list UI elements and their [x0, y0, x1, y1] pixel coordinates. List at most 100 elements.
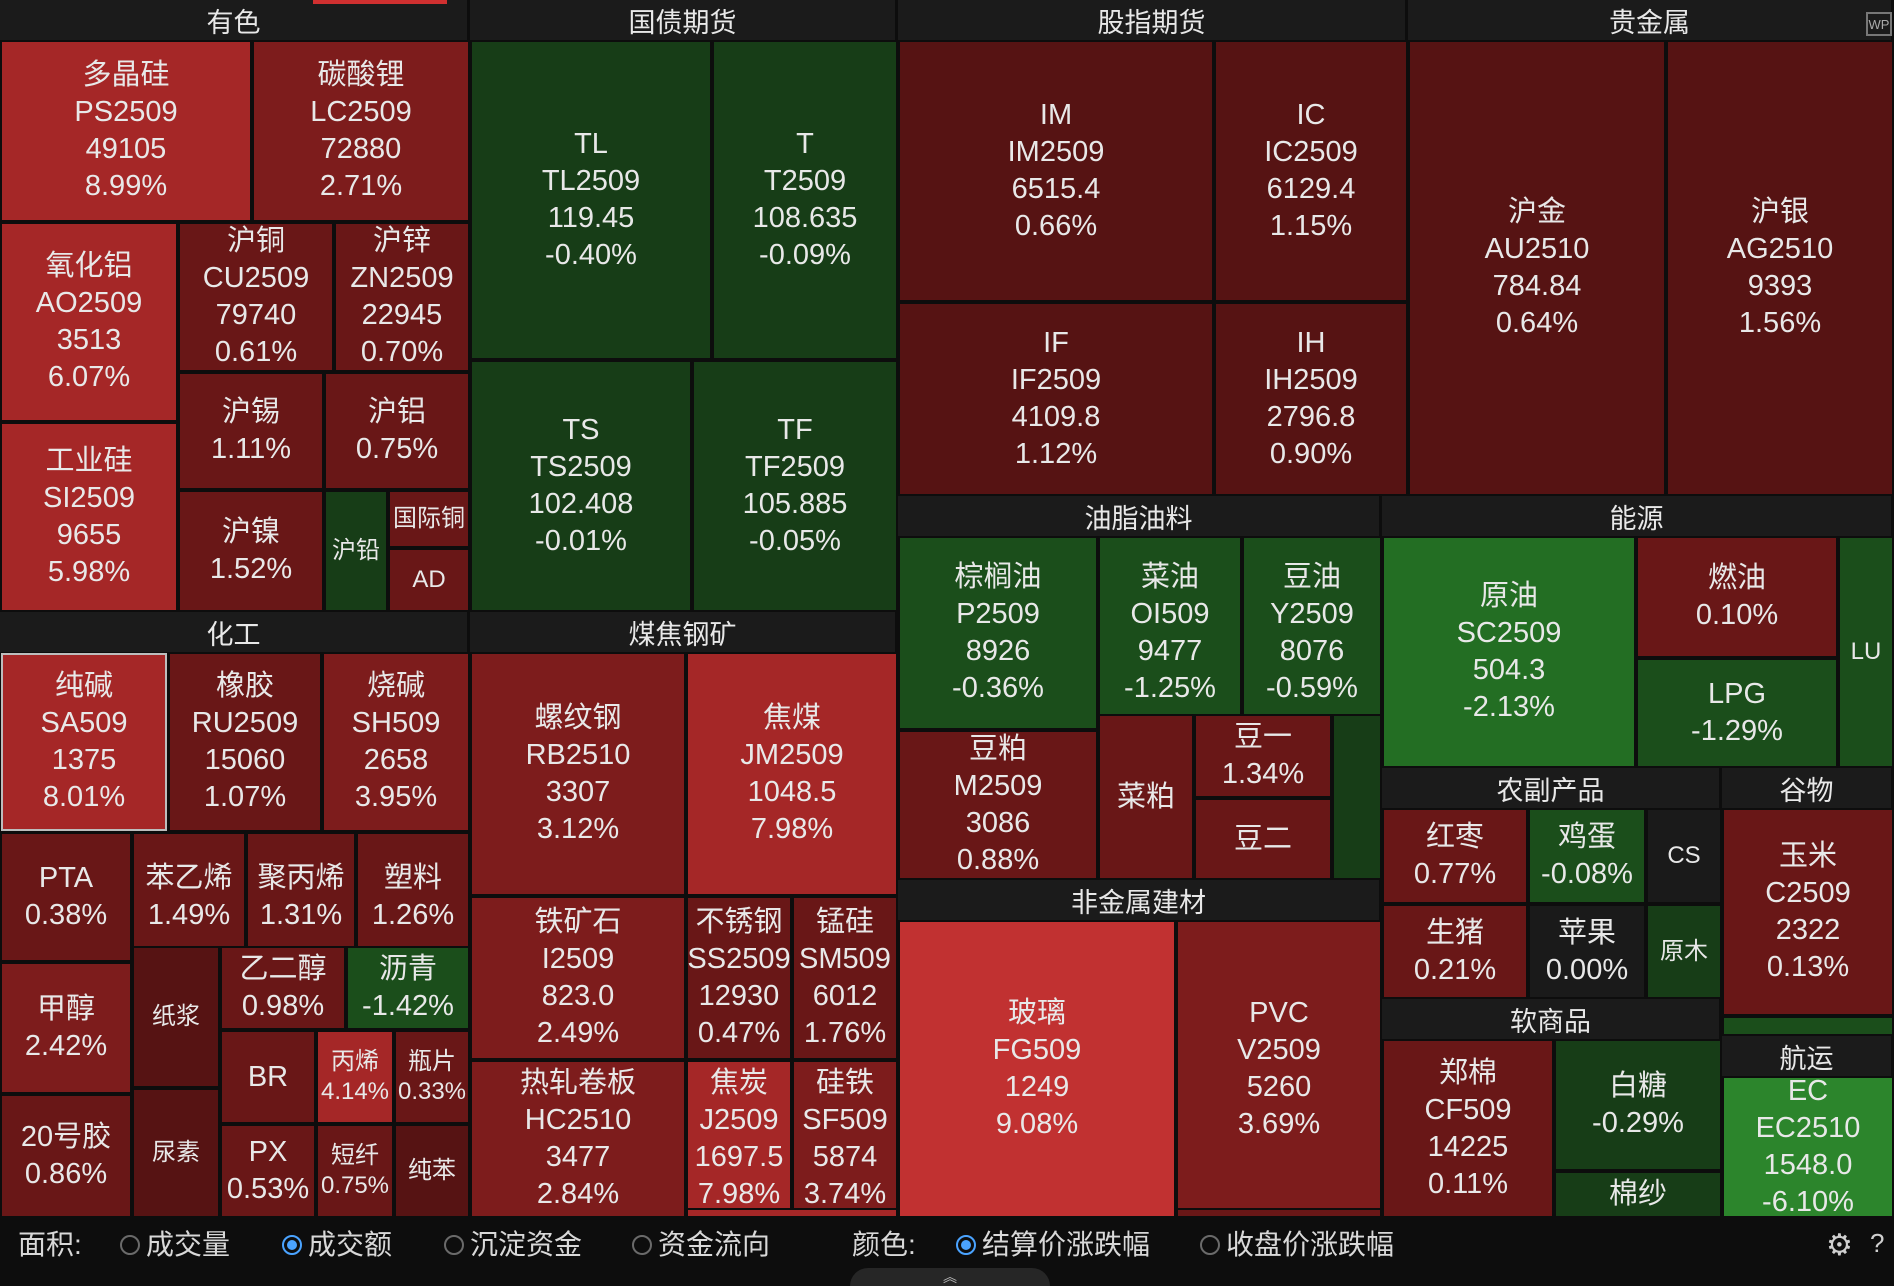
- contract-tile[interactable]: 纸浆: [132, 946, 220, 1088]
- contract-tile[interactable]: 国际铜: [388, 490, 470, 548]
- contract-tile[interactable]: IC IC2509 6129.4 1.15%: [1214, 40, 1408, 302]
- contract-tile[interactable]: 沪银 AG2510 9393 1.56%: [1666, 40, 1894, 496]
- contract-tile[interactable]: 烧碱 SH509 2658 3.95%: [322, 652, 470, 832]
- contract-tile[interactable]: 热轧卷板 HC2510 3477 2.84%: [470, 1060, 686, 1218]
- contract-tile[interactable]: 沪锌 ZN2509 22945 0.70%: [334, 222, 470, 372]
- contract-tile[interactable]: 不锈钢 SS2509 12930 0.47%: [686, 896, 792, 1060]
- contract-tile[interactable]: 短纤 0.75%: [316, 1124, 394, 1218]
- contract-tile[interactable]: 碳酸锂 LC2509 72880 2.71%: [252, 40, 470, 222]
- color-option-close[interactable]: 收盘价涨跌幅: [1200, 1226, 1394, 1264]
- contract-tile[interactable]: BR: [220, 1030, 316, 1124]
- contract-tile[interactable]: CS: [1646, 808, 1722, 904]
- small-tile[interactable]: [1176, 1208, 1382, 1218]
- contract-tile[interactable]: 沪铜 CU2509 79740 0.61%: [178, 222, 334, 372]
- contract-tile[interactable]: 玉米 C2509 2322 0.13%: [1722, 808, 1894, 1016]
- sector-header[interactable]: 国债期货: [470, 0, 898, 40]
- contract-tile[interactable]: 纯碱 SA509 1375 8.01%: [0, 652, 168, 832]
- sector-header[interactable]: 煤焦钢矿: [470, 612, 898, 652]
- contract-tile[interactable]: 多晶硅 PS2509 49105 8.99%: [0, 40, 252, 222]
- sector-header[interactable]: 油脂油料: [898, 496, 1382, 536]
- contract-tile[interactable]: 锰硅 SM509 6012 1.76%: [792, 896, 898, 1060]
- contract-tile[interactable]: AD: [388, 548, 470, 612]
- contract-tile[interactable]: IH IH2509 2796.8 0.90%: [1214, 302, 1408, 496]
- sector-header[interactable]: 化工: [0, 612, 470, 652]
- contract-tile[interactable]: 豆一 1.34%: [1194, 714, 1332, 798]
- contract-tile[interactable]: 氧化铝 AO2509 3513 6.07%: [0, 222, 178, 422]
- sector-header[interactable]: 股指期货: [898, 0, 1408, 40]
- contract-tile[interactable]: 焦煤 JM2509 1048.5 7.98%: [686, 652, 898, 896]
- contract-tile[interactable]: 硅铁 SF509 5874 3.74%: [792, 1060, 898, 1218]
- contract-tile[interactable]: 沥青 -1.42%: [346, 946, 470, 1030]
- contract-tile[interactable]: 燃油 0.10%: [1636, 536, 1838, 658]
- contract-tile[interactable]: LPG -1.29%: [1636, 658, 1838, 768]
- contract-tile[interactable]: IF IF2509 4109.8 1.12%: [898, 302, 1214, 496]
- contract-tile[interactable]: TL TL2509 119.45 -0.40%: [470, 40, 712, 360]
- contract-tile[interactable]: 甲醇 2.42%: [0, 962, 132, 1094]
- contract-tile[interactable]: 棉纱: [1554, 1171, 1722, 1218]
- contract-tile[interactable]: 玻璃 FG509 1249 9.08%: [898, 920, 1176, 1218]
- wp-icon[interactable]: WP: [1866, 12, 1892, 36]
- contract-tile[interactable]: 棕榈油 P2509 8926 -0.36%: [898, 536, 1098, 730]
- contract-tile[interactable]: 聚丙烯 1.31%: [246, 832, 356, 962]
- contract-tile[interactable]: EC EC2510 1548.0 -6.10%: [1722, 1076, 1894, 1218]
- contract-tile[interactable]: TS TS2509 102.408 -0.01%: [470, 360, 692, 612]
- contract-tile[interactable]: 纯苯: [394, 1124, 470, 1218]
- contract-tile[interactable]: 菜油 OI509 9477 -1.25%: [1098, 536, 1242, 730]
- contract-tile[interactable]: TF TF2509 105.885 -0.05%: [692, 360, 898, 612]
- area-option-turnover[interactable]: 成交额: [282, 1226, 392, 1264]
- contract-tile[interactable]: 沪镍 1.52%: [178, 490, 324, 612]
- contract-tile[interactable]: 沪铝 0.75%: [324, 372, 470, 490]
- contract-tile[interactable]: 乙二醇 0.98%: [220, 946, 346, 1030]
- contract-tile[interactable]: 螺纹钢 RB2510 3307 3.12%: [470, 652, 686, 896]
- contract-tile[interactable]: 生猪 0.21%: [1382, 904, 1528, 999]
- contract-tile[interactable]: 焦炭 J2509 1697.5 7.98%: [686, 1060, 792, 1218]
- contract-tile[interactable]: 苹果 0.00%: [1528, 904, 1646, 999]
- contract-tile[interactable]: 白糖 -0.29%: [1554, 1039, 1722, 1171]
- sector-header[interactable]: 软商品: [1382, 999, 1722, 1039]
- contract-tile[interactable]: PX 0.53%: [220, 1124, 316, 1218]
- contract-tile[interactable]: 豆粕 M2509 3086 0.88%: [898, 730, 1098, 880]
- contract-tile[interactable]: 沪锡 1.11%: [178, 372, 324, 490]
- contract-tile[interactable]: 工业硅 SI2509 9655 5.98%: [0, 422, 178, 612]
- contract-tile[interactable]: T T2509 108.635 -0.09%: [712, 40, 898, 360]
- contract-tile[interactable]: 沪铅: [324, 490, 388, 612]
- area-option-capital-flow[interactable]: 资金流向: [632, 1226, 770, 1264]
- sector-header[interactable]: 非金属建材: [898, 880, 1382, 920]
- contract-tile[interactable]: 菜粕: [1098, 714, 1194, 880]
- sector-header[interactable]: 有色: [0, 0, 470, 40]
- contract-tile[interactable]: 橡胶 RU2509 15060 1.07%: [168, 652, 322, 832]
- help-icon[interactable]: ?: [1870, 1228, 1885, 1258]
- contract-tile[interactable]: LU: [1838, 536, 1894, 768]
- contract-tile[interactable]: 鸡蛋 -0.08%: [1528, 808, 1646, 904]
- contract-tile[interactable]: 塑料 1.26%: [356, 832, 470, 962]
- contract-tile[interactable]: 原木: [1646, 904, 1722, 999]
- small-tile[interactable]: [1722, 1016, 1894, 1036]
- chevron-up-icon[interactable]: ︽: [850, 1268, 1050, 1286]
- contract-tile[interactable]: 豆油 Y2509 8076 -0.59%: [1242, 536, 1382, 730]
- contract-tile[interactable]: 丙烯 4.14%: [316, 1030, 394, 1124]
- sector-header[interactable]: 航运: [1722, 1036, 1894, 1076]
- contract-tile[interactable]: 红枣 0.77%: [1382, 808, 1528, 904]
- color-option-settlement[interactable]: 结算价涨跌幅: [956, 1226, 1150, 1264]
- small-tile[interactable]: [686, 1208, 898, 1218]
- contract-tile[interactable]: 尿素: [132, 1088, 220, 1218]
- contract-tile[interactable]: IM IM2509 6515.4 0.66%: [898, 40, 1214, 302]
- contract-tile[interactable]: 沪金 AU2510 784.84 0.64%: [1408, 40, 1666, 496]
- sector-header[interactable]: 能源: [1382, 496, 1894, 536]
- contract-tile[interactable]: 20号胶 0.86%: [0, 1094, 132, 1218]
- contract-tile[interactable]: 铁矿石 I2509 823.0 2.49%: [470, 896, 686, 1060]
- contract-tile[interactable]: 原油 SC2509 504.3 -2.13%: [1382, 536, 1636, 768]
- contract-tile[interactable]: PTA 0.38%: [0, 832, 132, 962]
- sector-header[interactable]: 谷物: [1722, 768, 1894, 808]
- contract-tile[interactable]: 苯乙烯 1.49%: [132, 832, 246, 962]
- area-option-open-interest[interactable]: 沉淀资金: [444, 1226, 582, 1264]
- sector-header[interactable]: 农副产品: [1382, 768, 1722, 808]
- contract-tile[interactable]: 瓶片 0.33%: [394, 1030, 470, 1124]
- area-option-volume[interactable]: 成交量: [120, 1226, 230, 1264]
- small-tile[interactable]: [1332, 714, 1382, 880]
- sector-header[interactable]: 贵金属: [1408, 0, 1894, 40]
- contract-tile[interactable]: 郑棉 CF509 14225 0.11%: [1382, 1039, 1554, 1218]
- gear-icon[interactable]: ⚙: [1826, 1229, 1853, 1262]
- contract-tile[interactable]: PVC V2509 5260 3.69%: [1176, 920, 1382, 1218]
- contract-tile[interactable]: 豆二: [1194, 798, 1332, 880]
